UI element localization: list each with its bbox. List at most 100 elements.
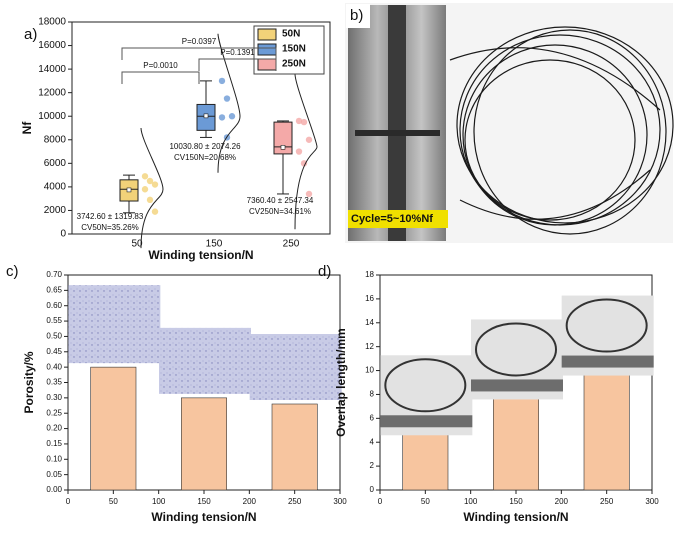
p-value: P=0.0010	[143, 61, 178, 70]
y-tick-label: 0	[60, 229, 66, 240]
x-tick-label: 50	[421, 497, 430, 506]
panel-label-bg	[346, 4, 370, 28]
y-tick-label: 10	[365, 366, 374, 375]
density-curve	[140, 127, 164, 249]
cv-label: CV250N=34.61%	[249, 207, 311, 216]
y-tick-label: 0.60	[46, 301, 62, 310]
y-tick-label: 8000	[44, 134, 67, 145]
x-tick-label: 200	[243, 497, 257, 506]
y-tick-label: 4000	[44, 182, 67, 193]
y-tick-label: 14000	[38, 64, 66, 75]
point	[151, 208, 159, 215]
y-tick-label: 0.20	[46, 424, 62, 433]
point	[300, 118, 308, 126]
density-curve	[217, 33, 241, 173]
point	[141, 186, 149, 193]
x-tick-label: 50	[109, 497, 118, 506]
mean	[126, 187, 132, 193]
x-tick-label: 200	[555, 497, 569, 506]
y-tick-label: 0.50	[46, 332, 62, 341]
bar	[402, 429, 449, 491]
bracket	[121, 47, 277, 60]
point	[146, 177, 154, 185]
photo-caption: Cycle=5~10%Nf	[351, 213, 433, 225]
panel-label: b)	[350, 7, 363, 24]
point	[151, 181, 159, 188]
y-tick-label: 6000	[44, 158, 67, 169]
bar	[271, 403, 318, 491]
x-tick-label: 300	[333, 497, 347, 506]
ruler	[471, 379, 563, 392]
ruler	[380, 415, 473, 428]
legend-swatch	[257, 58, 277, 71]
stat-label: 3742.60 ± 1319.83	[77, 212, 144, 221]
density-curve	[294, 73, 318, 230]
y-tick-label: 4	[370, 437, 375, 446]
caption-bg	[348, 210, 448, 228]
y-tick-label: 8	[370, 390, 375, 399]
y-tick-label: 0.15	[46, 439, 62, 448]
legend-swatch	[257, 28, 277, 41]
y-tick-label: 0.40	[46, 362, 62, 371]
photo-panel: Cycle=5~10%Nf b)	[345, 3, 674, 243]
fixture-bar	[355, 130, 440, 136]
y-axis-title: Nf	[20, 121, 34, 135]
legend-label: 50N	[282, 29, 300, 40]
p-value: P=0.1391	[220, 48, 255, 57]
point	[228, 113, 236, 120]
x-tick-label: 100	[464, 497, 478, 506]
legend-frame	[253, 25, 325, 75]
bar	[583, 370, 630, 491]
x-tick-label: 0	[66, 497, 71, 506]
mean	[203, 113, 209, 119]
point	[141, 173, 149, 180]
bar	[90, 366, 137, 491]
stat-label: 7360.40 ± 2547.34	[247, 196, 314, 205]
ring	[565, 298, 648, 353]
y-tick-label: 12000	[38, 87, 66, 98]
stat-label: 10030.80 ± 2074.26	[169, 142, 241, 151]
fixture-slot	[388, 5, 406, 241]
x-tick-label: 100	[152, 497, 166, 506]
point	[305, 190, 313, 198]
micrograph	[68, 285, 161, 364]
y-tick-label: 0.30	[46, 393, 62, 402]
legend-label: 150N	[282, 44, 306, 55]
y-tick-label: 0.00	[46, 485, 62, 494]
cv-label: CV50N=35.26%	[81, 223, 139, 232]
point	[305, 136, 313, 143]
y-axis-title: Porosity/%	[22, 351, 36, 413]
y-tick-label: 2000	[44, 205, 67, 216]
x-axis-title: Winding tension/N	[151, 510, 256, 524]
mean	[280, 145, 286, 150]
y-tick-label: 18	[365, 270, 374, 279]
wire-coils	[449, 26, 674, 235]
y-tick-label: 0.65	[46, 285, 62, 294]
p-value: P=0.0397	[182, 37, 217, 46]
plot-frame	[71, 21, 331, 235]
cv-label: CV150N=20.68%	[174, 153, 236, 162]
y-tick-label: 2	[370, 461, 375, 470]
y-tick-label: 16	[365, 294, 374, 303]
point	[300, 160, 308, 167]
y-tick-label: 6	[370, 413, 375, 422]
ruler	[561, 355, 654, 368]
micrograph	[159, 327, 251, 394]
y-tick-label: 0.10	[46, 454, 62, 463]
y-tick-label: 0.55	[46, 316, 62, 325]
x-axis-title: Winding tension/N	[148, 248, 253, 262]
x-tick-label: 300	[645, 497, 659, 506]
x-tick-label: 150	[206, 239, 223, 250]
point	[218, 77, 226, 85]
point	[295, 117, 303, 125]
y-tick-label: 14	[365, 318, 374, 327]
x-tick-label: 250	[288, 497, 302, 506]
y-tick-label: 12	[365, 342, 374, 351]
x-axis-title: Winding tension/N	[463, 510, 568, 524]
bar	[493, 394, 539, 491]
point	[146, 196, 154, 204]
panel-label: c)	[6, 263, 19, 280]
point	[218, 114, 226, 121]
legend-label: 250N	[282, 59, 306, 70]
